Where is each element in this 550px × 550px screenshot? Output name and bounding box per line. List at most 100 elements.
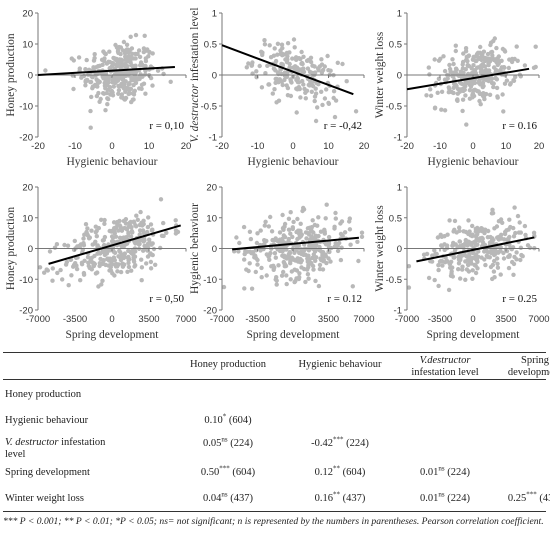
data-point — [481, 91, 486, 96]
data-point — [286, 227, 292, 232]
data-point — [452, 70, 458, 76]
data-point — [255, 262, 260, 267]
data-point — [460, 108, 465, 114]
data-point — [480, 236, 485, 241]
data-point — [326, 234, 332, 240]
data-point — [290, 226, 295, 232]
data-point — [327, 249, 332, 255]
x-tick-label: 7000 — [528, 314, 549, 325]
data-point — [274, 76, 279, 82]
data-point — [133, 32, 139, 38]
data-point — [467, 96, 473, 101]
x-tick-label: 0 — [109, 314, 114, 325]
data-point — [492, 275, 497, 280]
data-point — [511, 261, 517, 267]
data-point — [135, 217, 140, 222]
data-point — [131, 259, 137, 264]
data-point — [310, 218, 315, 223]
table-row-label: Hygienic behaviour — [5, 415, 89, 426]
data-point — [465, 63, 470, 68]
data-point — [291, 219, 296, 225]
data-point — [483, 227, 488, 232]
data-point — [486, 61, 491, 66]
data-point — [303, 279, 308, 285]
data-point — [470, 255, 476, 261]
y-tick-label: 0 — [28, 244, 33, 255]
data-point — [306, 276, 311, 281]
data-point — [81, 272, 87, 277]
data-point — [486, 68, 492, 73]
data-point — [453, 43, 458, 48]
data-point — [474, 88, 480, 94]
data-point — [475, 242, 480, 247]
data-point — [502, 231, 508, 237]
data-point — [136, 242, 142, 247]
data-point — [446, 287, 452, 293]
data-point — [276, 80, 281, 85]
data-point — [123, 221, 129, 226]
data-point — [335, 60, 340, 65]
data-point — [282, 224, 287, 229]
data-point — [138, 60, 144, 65]
data-point — [281, 269, 286, 275]
data-point — [288, 277, 293, 282]
data-point — [491, 269, 497, 274]
data-point — [470, 268, 475, 273]
data-point — [161, 233, 166, 239]
data-point — [143, 48, 149, 53]
data-point — [432, 248, 437, 253]
data-point — [299, 60, 305, 66]
data-point — [291, 37, 297, 42]
data-point — [284, 273, 289, 278]
y-tick-label: 0.5 — [389, 213, 402, 224]
data-point — [513, 74, 518, 80]
data-point — [446, 85, 451, 90]
data-point — [291, 65, 296, 70]
data-point — [466, 218, 471, 223]
data-point — [71, 58, 77, 63]
data-point — [514, 257, 519, 262]
data-point — [455, 91, 460, 96]
data-point — [89, 94, 94, 100]
data-point — [55, 270, 60, 276]
x-tick-label: 10 — [501, 141, 512, 152]
data-point — [319, 249, 324, 254]
data-point — [490, 210, 496, 216]
data-point — [113, 234, 119, 239]
data-point — [485, 254, 491, 260]
data-point — [311, 230, 316, 235]
y-tick-label: -20 — [19, 306, 33, 317]
data-point — [359, 230, 365, 235]
data-point — [463, 259, 468, 264]
data-point — [441, 54, 446, 59]
data-point — [458, 81, 464, 86]
data-point — [65, 243, 71, 248]
data-point — [147, 237, 152, 242]
data-point — [126, 264, 132, 270]
data-point — [83, 83, 88, 88]
scatter-panel-4: -20 -10 0 10 20 -7000 -3500 0 3500 7000 r = 0,50 Sp… — [5, 183, 197, 342]
data-point — [128, 91, 133, 96]
data-point — [50, 278, 55, 283]
data-point — [451, 61, 456, 67]
data-point — [301, 82, 306, 87]
data-point — [99, 217, 104, 222]
y-tick-label: -1 — [209, 133, 217, 144]
data-point — [435, 235, 441, 240]
data-point — [334, 243, 340, 249]
data-point — [123, 70, 129, 76]
y-tick-label: 1 — [397, 183, 402, 194]
data-point — [303, 90, 308, 96]
data-point — [91, 58, 97, 63]
x-tick-label: 0 — [290, 314, 295, 325]
data-point — [320, 252, 325, 258]
data-point — [52, 245, 58, 250]
data-point — [324, 87, 329, 92]
data-point — [92, 52, 97, 57]
y-axis-label: Hygienic behaviour — [189, 203, 201, 294]
table-cell: 0.10* (604) — [204, 412, 252, 426]
data-point — [129, 268, 134, 273]
data-point — [448, 265, 453, 270]
data-point — [500, 220, 505, 225]
